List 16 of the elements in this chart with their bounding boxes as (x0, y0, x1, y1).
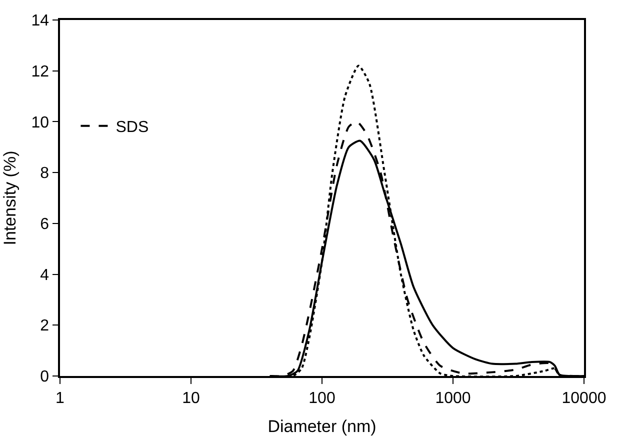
y-tick-label: 10 (31, 114, 50, 132)
y-tick-label: 4 (40, 266, 50, 284)
y-tick-label: 6 (40, 216, 50, 234)
y-tick-label: 14 (31, 12, 50, 30)
y-tick-label: 2 (40, 318, 50, 335)
x-tick-label: 1000 (435, 390, 471, 407)
x-tick-label: 1 (56, 390, 65, 407)
x-tick-label: 100 (308, 390, 336, 407)
x-axis-title: Diameter (nm) (268, 417, 376, 436)
y-tick-label: 8 (40, 165, 50, 182)
x-tick-label: 10 (182, 390, 200, 407)
legend-label: SDS (116, 119, 149, 136)
y-tick-label: 0 (40, 368, 50, 386)
y-axis-title: Intensity (%) (0, 150, 20, 246)
x-tick-label: 10000 (562, 390, 606, 407)
y-tick-label: 12 (31, 63, 50, 80)
